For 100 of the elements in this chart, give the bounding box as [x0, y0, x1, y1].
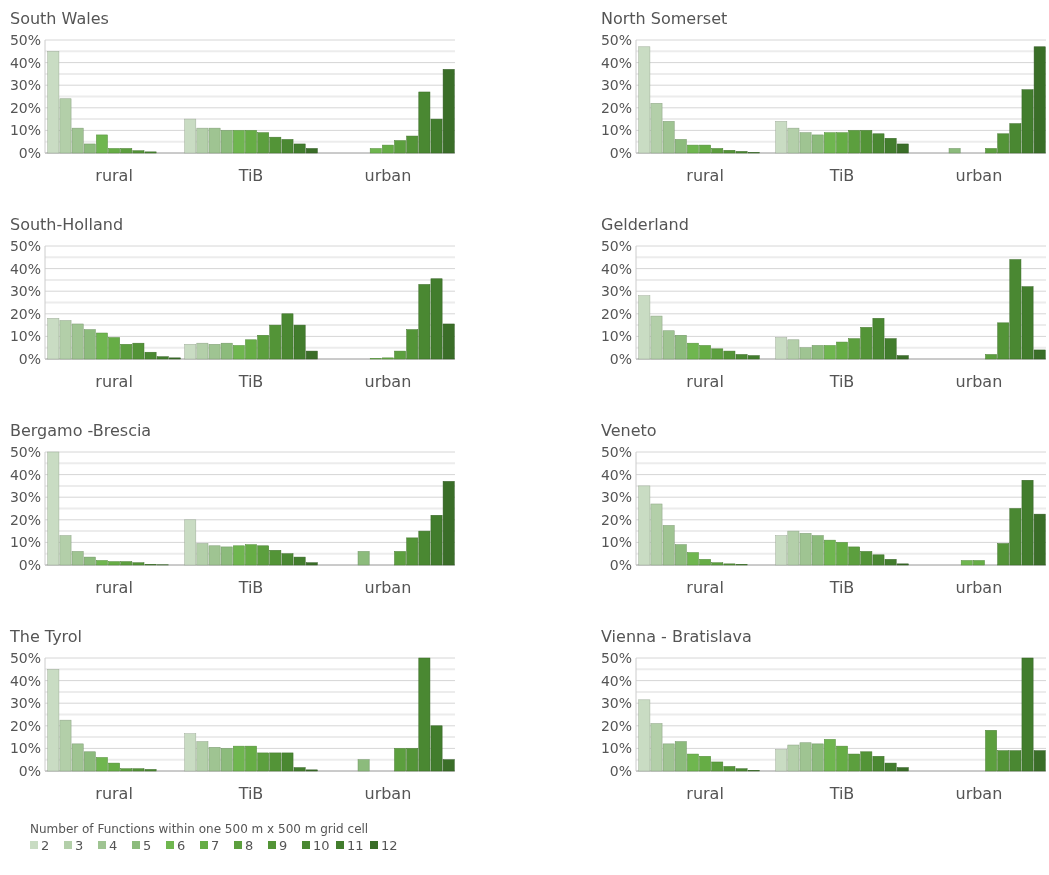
y-tick-label: 0% [609, 145, 632, 161]
bar [196, 342, 209, 360]
bar [184, 344, 197, 360]
bar [71, 127, 84, 154]
bar [787, 530, 800, 566]
bar [47, 451, 60, 566]
x-tick-label: rural [686, 166, 724, 185]
y-tick-label: 20% [9, 511, 41, 528]
bar [662, 525, 675, 566]
x-tick-label: rural [686, 578, 724, 597]
y-tick-label: 10% [600, 534, 632, 551]
y-tick-label: 40% [600, 466, 632, 483]
y-tick-label: 20% [9, 305, 41, 322]
chart-title: North Somerset [601, 9, 728, 28]
legend-label: 3 [75, 838, 84, 853]
bar [674, 335, 687, 360]
bar [83, 143, 96, 154]
bar [638, 699, 651, 772]
bar [787, 339, 800, 360]
y-tick-label: 10% [9, 122, 41, 139]
bar [83, 751, 96, 772]
y-tick-label: 0% [609, 763, 632, 779]
bar [196, 741, 209, 772]
bar [799, 742, 812, 772]
bar [787, 127, 800, 154]
bar [650, 503, 663, 566]
bar [674, 139, 687, 154]
bar [47, 51, 60, 154]
y-tick-label: 30% [9, 489, 41, 506]
bar [650, 315, 663, 360]
x-tick-label: TiB [237, 166, 264, 185]
legend-label: 6 [177, 838, 186, 853]
bar [208, 344, 221, 360]
y-tick-label: 50% [600, 650, 632, 666]
bar [775, 535, 788, 566]
legend-label: 7 [211, 838, 220, 853]
y-tick-label: 50% [600, 238, 632, 254]
bar [662, 743, 675, 772]
y-tick-label: 50% [9, 444, 41, 460]
bar [357, 551, 370, 566]
bar [674, 544, 687, 566]
bar [220, 130, 233, 154]
bar [71, 323, 84, 360]
y-tick-label: 30% [600, 489, 632, 506]
y-tick-label: 50% [9, 32, 41, 48]
y-tick-label: 0% [18, 145, 41, 161]
y-tick-label: 40% [600, 260, 632, 277]
bar [811, 134, 824, 154]
bar [674, 741, 687, 772]
x-tick-label: urban [364, 578, 412, 597]
bar [208, 545, 221, 566]
y-tick-label: 0% [18, 557, 41, 573]
bar [638, 46, 651, 154]
y-tick-label: 10% [9, 328, 41, 345]
bar [196, 543, 209, 566]
bar [220, 342, 233, 360]
y-tick-label: 20% [9, 717, 41, 734]
chart-title: Veneto [601, 421, 657, 440]
x-tick-label: rural [95, 578, 133, 597]
chart-title: Gelderland [601, 215, 689, 234]
bar [662, 330, 675, 360]
x-tick-label: rural [686, 372, 724, 391]
legend-label: 10 [313, 838, 330, 853]
x-tick-label: TiB [237, 784, 264, 803]
y-tick-label: 0% [18, 763, 41, 779]
y-tick-label: 30% [9, 77, 41, 94]
y-tick-label: 40% [9, 672, 41, 689]
x-tick-label: rural [95, 372, 133, 391]
x-tick-label: TiB [828, 166, 855, 185]
y-tick-label: 20% [9, 99, 41, 116]
x-tick-label: urban [955, 166, 1003, 185]
x-tick-label: TiB [237, 372, 264, 391]
bar [208, 747, 221, 772]
y-tick-label: 10% [600, 328, 632, 345]
bar [799, 132, 812, 154]
bar [638, 485, 651, 566]
bar [71, 551, 84, 566]
bar [799, 533, 812, 566]
bar [948, 148, 961, 154]
bar [357, 759, 370, 772]
bar [83, 556, 96, 566]
bar [775, 749, 788, 772]
bar [650, 103, 663, 154]
bar [184, 519, 197, 566]
y-tick-label: 30% [600, 77, 632, 94]
chart-title: Bergamo -Brescia [10, 421, 152, 440]
bar [220, 546, 233, 566]
y-tick-label: 30% [9, 695, 41, 712]
y-tick-label: 40% [9, 54, 41, 71]
y-tick-label: 20% [600, 511, 632, 528]
bar [59, 320, 72, 360]
x-tick-label: TiB [828, 578, 855, 597]
x-tick-label: TiB [828, 784, 855, 803]
x-tick-label: urban [955, 784, 1003, 803]
y-tick-label: 0% [609, 557, 632, 573]
legend-label: 9 [279, 838, 288, 853]
bar [811, 743, 824, 772]
bar [811, 345, 824, 360]
bar [638, 295, 651, 360]
y-tick-label: 30% [9, 283, 41, 300]
